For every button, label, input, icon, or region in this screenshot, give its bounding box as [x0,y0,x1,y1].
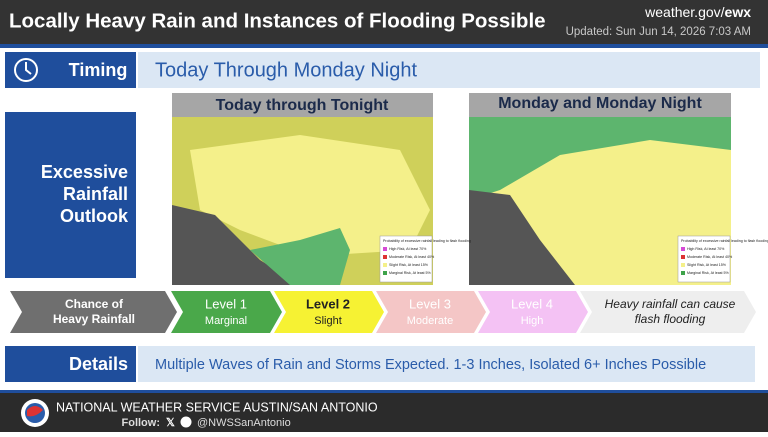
footer-office: NATIONAL WEATHER SERVICE AUSTIN/SAN ANTO… [56,400,378,414]
timing-label: Timing [69,60,128,80]
chevron-level-1 [171,291,282,333]
intro-text: Heavy Rainfall [53,312,135,326]
chevron-impact [580,291,756,333]
impact-text: flash flooding [635,312,706,326]
details-text: Multiple Waves of Rain and Storms Expect… [155,357,706,373]
legend-item: Moderate Risk, At least 40% [687,255,733,259]
nws-logo-mark [27,406,43,417]
chevron-level-3 [376,291,486,333]
level-name: Marginal [205,315,247,327]
legends: Probability of excessive rainfall leadin… [383,239,768,275]
map-title: Monday and Monday Night [498,95,702,112]
legend-item: Slight Risk, At least 15% [687,263,727,267]
mexico [469,190,575,285]
legend-item: Moderate Risk, At least 40% [389,255,435,259]
level-name: Slight [314,315,342,327]
chevron-intro [10,291,177,333]
title: Locally Heavy Rain and Instances of Floo… [9,9,546,32]
legend-item: Marginal Risk, At least 5% [687,271,730,275]
details-bar [138,346,755,382]
legend-swatch [383,263,387,267]
footer-bar [0,393,768,432]
map-title-band [469,93,731,117]
legend-swatch [681,271,685,275]
level-row: Chance of Heavy Rainfall Level 1 Margina… [10,291,756,333]
marginal-patch [250,228,350,285]
legend-item: Slight Risk, At least 15% [389,263,429,267]
clock-icon [14,58,38,82]
level-number: Level 3 [409,296,451,311]
legend-swatch [383,255,387,259]
slight-area [190,135,430,255]
level-name: Moderate [407,315,453,327]
level-name: High [521,315,544,327]
legend-title: Probability of excessive rainfall leadin… [383,239,471,243]
level-number: Level 4 [511,296,553,311]
legend-swatch [383,247,387,251]
legend-swatch [681,247,685,251]
timing-text: Today Through Monday Night [155,59,417,81]
updated: Updated: Sun Jun 14, 2026 7:03 AM [566,26,751,38]
chevron-level-2 [274,291,384,333]
map-2: Monday and Monday Night [469,93,731,285]
details-label: Details [69,354,128,374]
timing-bar [138,52,760,88]
legend-swatch [383,271,387,275]
map-title: Today through Tonight [216,97,389,114]
map-1: Today through Tonight [172,93,433,285]
marginal-band [469,117,731,200]
intro-text: Chance of [65,297,124,311]
header-bar [0,0,768,44]
site-office: ewx [725,4,752,20]
site-prefix: weather.gov/ [644,4,724,20]
legend-item: Marginal Risk, At least 5% [389,271,432,275]
outlook-box [5,112,136,278]
x-icon: 𝕏 [166,417,175,429]
legend-swatch [681,255,685,259]
legend-item: High Risk, At least 70% [389,247,427,251]
clock-hands [25,62,32,75]
legend-box [379,235,433,283]
site: weather.gov/ewx [644,4,751,20]
footer-handle: @NWSSanAntonio [197,417,291,429]
facebook-icon [180,416,192,428]
legend-title: Probability of excessive rainfall leadin… [681,239,768,243]
outlook-label: Outlook [60,206,129,226]
legend-swatch [681,263,685,267]
outlook-label: Rainfall [63,184,128,204]
footer-follow: Follow: [122,417,161,429]
map-title-band [172,93,433,117]
level-number: Level 1 [205,296,247,311]
outlook-label: Excessive [41,162,128,182]
legend-item: High Risk, At least 70% [687,247,725,251]
details-label-box [5,346,136,382]
impact-text: Heavy rainfall can cause [605,297,736,311]
header-stripe [0,44,768,48]
chevron-level-4 [478,291,588,333]
legend-box [677,235,731,283]
level-number: Level 2 [306,296,350,311]
footer-stripe [0,390,768,393]
